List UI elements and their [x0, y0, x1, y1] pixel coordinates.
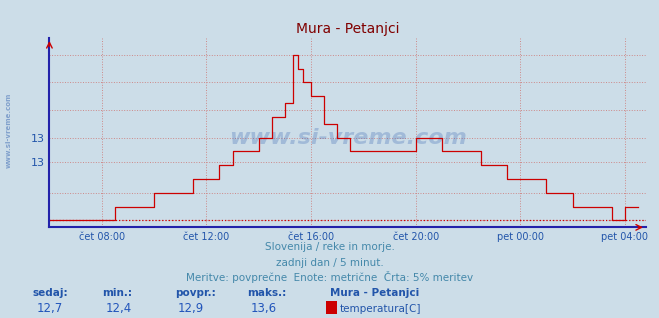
Text: Slovenija / reke in morje.: Slovenija / reke in morje.: [264, 242, 395, 252]
Text: 12,7: 12,7: [36, 302, 63, 315]
Text: www.si-vreme.com: www.si-vreme.com: [5, 93, 12, 168]
Text: min.:: min.:: [102, 288, 132, 298]
Text: Mura - Petanjci: Mura - Petanjci: [330, 288, 418, 298]
Text: maks.:: maks.:: [247, 288, 287, 298]
Text: www.si-vreme.com: www.si-vreme.com: [229, 128, 467, 149]
Text: 13,6: 13,6: [250, 302, 277, 315]
Text: sedaj:: sedaj:: [33, 288, 69, 298]
Text: Meritve: povprečne  Enote: metrične  Črta: 5% meritev: Meritve: povprečne Enote: metrične Črta:…: [186, 272, 473, 283]
Title: Mura - Petanjci: Mura - Petanjci: [296, 22, 399, 36]
Text: 12,9: 12,9: [178, 302, 204, 315]
Text: temperatura[C]: temperatura[C]: [340, 304, 422, 314]
Text: 12,4: 12,4: [105, 302, 132, 315]
Text: zadnji dan / 5 minut.: zadnji dan / 5 minut.: [275, 258, 384, 267]
Text: povpr.:: povpr.:: [175, 288, 215, 298]
